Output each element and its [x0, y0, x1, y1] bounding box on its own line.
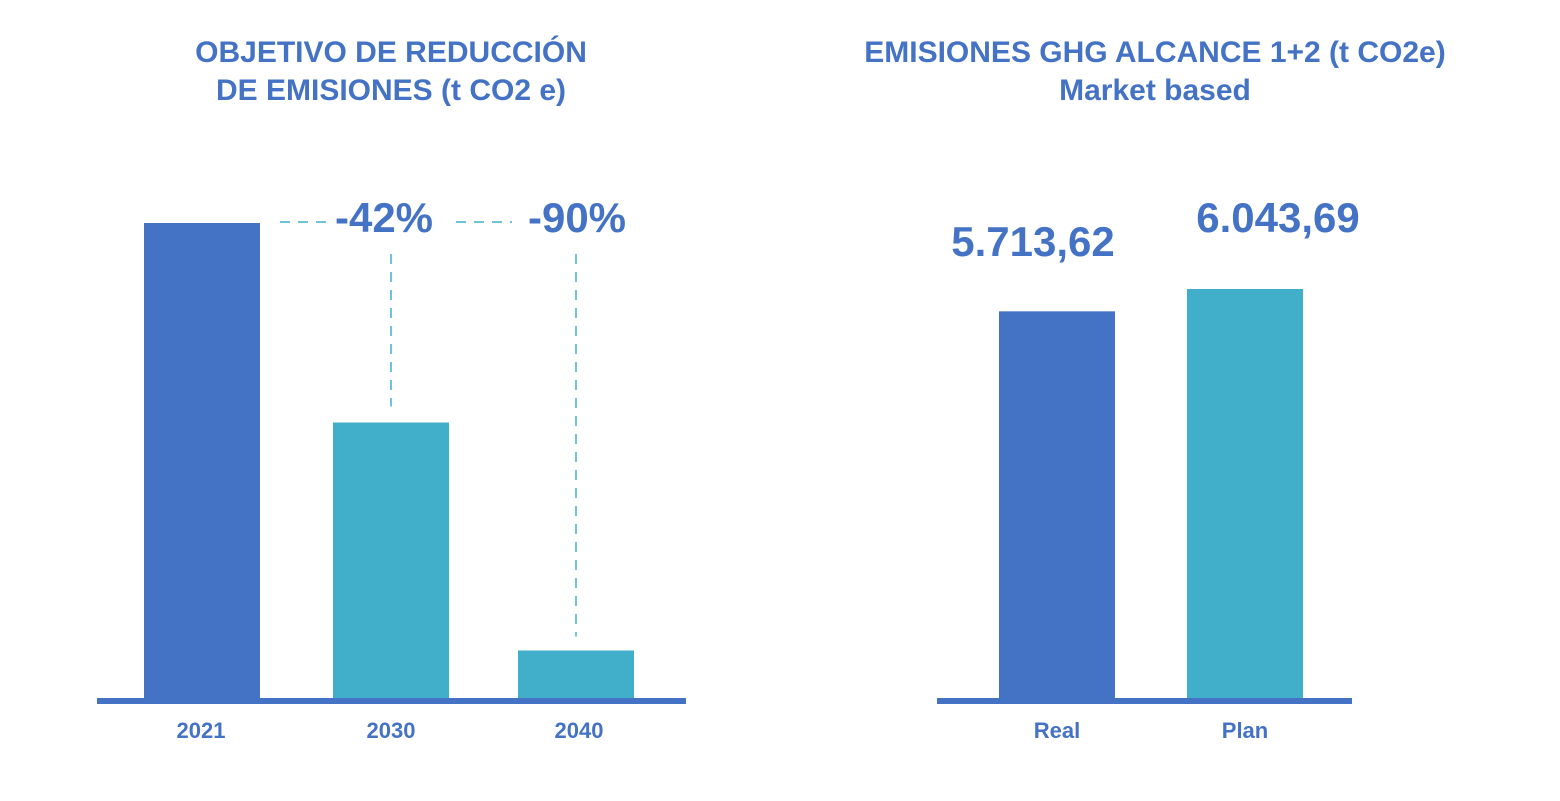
chart1-title-line2: DE EMISIONES (t CO2 e)	[216, 74, 566, 107]
bar-real	[999, 311, 1115, 698]
chart1-bars	[144, 223, 634, 698]
ghg-emissions-chart: EMISIONES GHG ALCANCE 1+2 (t CO2e) Marke…	[864, 36, 1445, 743]
chart1-title-line1: OBJETIVO DE REDUCCIÓN	[195, 35, 587, 69]
chart1-leader-lines	[280, 221, 577, 637]
bar-2030	[333, 422, 449, 698]
chart2-tick-plan: Plan	[1222, 718, 1268, 743]
bar-2021	[144, 223, 260, 698]
chart2-bars	[999, 288, 1303, 698]
chart1-tick-2040: 2040	[555, 718, 604, 743]
value-label-plan: 6.043,69	[1196, 194, 1360, 241]
chart1-tick-2021: 2021	[177, 718, 226, 743]
reduction-target-chart: OBJETIVO DE REDUCCIÓN DE EMISIONES (t CO…	[97, 35, 686, 743]
chart2-tick-real: Real	[1034, 718, 1080, 743]
bar-plan	[1187, 288, 1303, 698]
chart2-title-line1: EMISIONES GHG ALCANCE 1+2 (t CO2e)	[864, 36, 1445, 69]
annotation-minus-90: -90%	[528, 194, 626, 241]
chart1-tick-2030: 2030	[367, 718, 416, 743]
chart2-title-line2: Market based	[1059, 74, 1251, 107]
bar-2040	[518, 650, 634, 698]
value-label-real: 5.713,62	[951, 218, 1115, 265]
annotation-minus-42: -42%	[335, 194, 433, 241]
